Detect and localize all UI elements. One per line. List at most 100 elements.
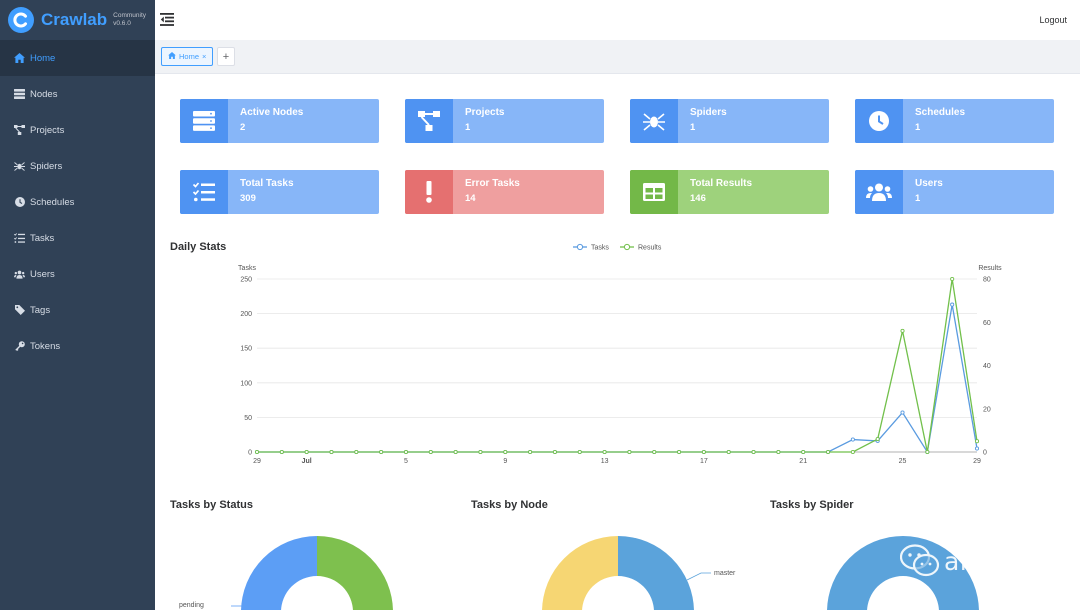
brand[interactable]: Crawlab Community v0.6.0 xyxy=(0,0,155,40)
clock-icon xyxy=(14,197,25,208)
metric-label: Active Nodes xyxy=(240,107,304,118)
spider-icon xyxy=(14,161,25,172)
results-series-point[interactable] xyxy=(602,449,607,455)
x-tick-label: 29 xyxy=(973,458,981,465)
sidebar-nav: Home Nodes Projects Spiders Schedules xyxy=(0,40,155,364)
brand-edition: Community xyxy=(113,12,147,19)
x-tick-label: Jul xyxy=(302,458,312,465)
sidebar-toggle-icon[interactable] xyxy=(160,13,174,31)
tasks-series-point[interactable] xyxy=(950,302,955,307)
metric-card-error-tasks[interactable]: Error Tasks 14 xyxy=(405,170,604,214)
logout-button[interactable]: Logout xyxy=(1039,15,1067,25)
results-series-point[interactable] xyxy=(379,449,384,455)
users-icon xyxy=(855,170,903,214)
x-tick-label: 29 xyxy=(253,458,261,465)
add-tab-button[interactable]: + xyxy=(217,47,235,66)
results-series-point[interactable] xyxy=(776,449,781,455)
donut-slice[interactable] xyxy=(317,536,393,610)
y-tick-label-left: 100 xyxy=(240,380,252,387)
sidebar-item-label: Schedules xyxy=(30,196,75,208)
metric-card-total-tasks[interactable]: Total Tasks 309 xyxy=(180,170,379,214)
metric-card-total-results[interactable]: Total Results 146 xyxy=(630,170,829,214)
close-icon[interactable]: × xyxy=(202,52,207,61)
tasks-by-node-title: Tasks by Node xyxy=(471,499,548,511)
clock-icon xyxy=(855,99,903,143)
sidebar-item-label: Spiders xyxy=(30,160,63,172)
results-series-point[interactable] xyxy=(503,449,508,455)
donut-slice[interactable] xyxy=(618,536,694,610)
tab-home[interactable]: Home × xyxy=(161,47,214,66)
results-series-point[interactable] xyxy=(825,449,831,455)
sidebar-item-tasks[interactable]: Tasks xyxy=(0,220,155,256)
results-series-point[interactable] xyxy=(254,449,260,455)
results-series-point[interactable] xyxy=(974,439,980,444)
metric-card-active-nodes[interactable]: Active Nodes 2 xyxy=(180,99,379,143)
results-series-point[interactable] xyxy=(701,449,706,455)
results-series-point[interactable] xyxy=(950,276,955,282)
sidebar-item-schedules[interactable]: Schedules xyxy=(0,184,155,220)
server-icon xyxy=(180,99,228,143)
results-series-point[interactable] xyxy=(552,449,557,455)
main-content: Active Nodes 2 Projects 1 Spiders 1 Sche… xyxy=(155,74,1080,610)
results-series-point[interactable] xyxy=(577,449,582,455)
metric-card-projects[interactable]: Projects 1 xyxy=(405,99,604,143)
results-series-point[interactable] xyxy=(329,449,334,455)
tabs-bar: Home × + xyxy=(155,40,1080,74)
y-tick-label-right: 60 xyxy=(983,320,991,327)
sidebar-item-home[interactable]: Home xyxy=(0,40,155,76)
sidebar-item-nodes[interactable]: Nodes xyxy=(0,76,155,112)
watermark-text: andflow xyxy=(944,546,1047,576)
sidebar-item-projects[interactable]: Projects xyxy=(0,112,155,148)
tasks-series-point[interactable] xyxy=(850,437,855,442)
metric-card-spiders[interactable]: Spiders 1 xyxy=(630,99,829,143)
results-series-point[interactable] xyxy=(801,449,806,455)
slice-label-master: master xyxy=(714,570,736,577)
sidebar: Crawlab Community v0.6.0 Home Nodes Proj… xyxy=(0,0,155,610)
daily-stats-chart: 0 50 100 150 200 250 0 20 40 60 80 Tasks Results 29 Ju… xyxy=(238,243,1002,465)
sidebar-item-label: Nodes xyxy=(30,88,58,100)
results-series-point[interactable] xyxy=(304,449,309,455)
results-series-point[interactable] xyxy=(428,449,433,455)
results-series-point[interactable] xyxy=(751,449,756,455)
metric-card-schedules[interactable]: Schedules 1 xyxy=(855,99,1054,143)
metric-card-users[interactable]: Users 1 xyxy=(855,170,1054,214)
donut-slice[interactable] xyxy=(241,536,317,610)
tasks-series-line xyxy=(257,304,978,454)
brand-version: v0.6.0 xyxy=(113,20,131,27)
y-tick-label-right: 80 xyxy=(983,277,991,284)
sidebar-item-label: Users xyxy=(30,268,55,280)
sidebar-item-label: Tasks xyxy=(30,232,55,244)
legend-results-label: Results xyxy=(638,245,662,252)
results-series-point[interactable] xyxy=(528,449,533,455)
sidebar-item-spiders[interactable]: Spiders xyxy=(0,148,155,184)
results-series-point[interactable] xyxy=(403,449,409,455)
results-series-point[interactable] xyxy=(726,449,731,455)
tasks-icon xyxy=(14,233,25,244)
tasks-series-point[interactable] xyxy=(900,410,905,415)
sidebar-item-users[interactable]: Users xyxy=(0,256,155,292)
watermark: andflow xyxy=(900,544,1046,578)
results-series-point[interactable] xyxy=(279,449,284,455)
brand-meta: Community v0.6.0 xyxy=(113,12,146,28)
results-series-point[interactable] xyxy=(627,449,632,455)
results-series-point[interactable] xyxy=(925,449,930,455)
results-series-point[interactable] xyxy=(478,449,483,455)
project-diagram-icon xyxy=(405,99,453,143)
results-series-point[interactable] xyxy=(900,328,905,333)
results-series-point[interactable] xyxy=(875,436,880,442)
tasks-series-point[interactable] xyxy=(974,446,980,451)
results-series-point[interactable] xyxy=(652,449,657,455)
tab-label: Home xyxy=(179,52,200,61)
slice-label-line xyxy=(686,572,711,581)
sidebar-item-label: Home xyxy=(30,52,56,64)
results-series-point[interactable] xyxy=(453,449,458,455)
donut-slice[interactable] xyxy=(542,536,618,610)
results-series-point[interactable] xyxy=(354,449,359,455)
metric-value: 14 xyxy=(465,193,476,204)
results-series-point[interactable] xyxy=(677,449,682,455)
results-series-point[interactable] xyxy=(850,449,855,455)
project-diagram-icon xyxy=(14,125,25,136)
sidebar-item-tokens[interactable]: Tokens xyxy=(0,328,155,364)
sidebar-item-tags[interactable]: Tags xyxy=(0,292,155,328)
metric-label: Users xyxy=(915,178,943,189)
